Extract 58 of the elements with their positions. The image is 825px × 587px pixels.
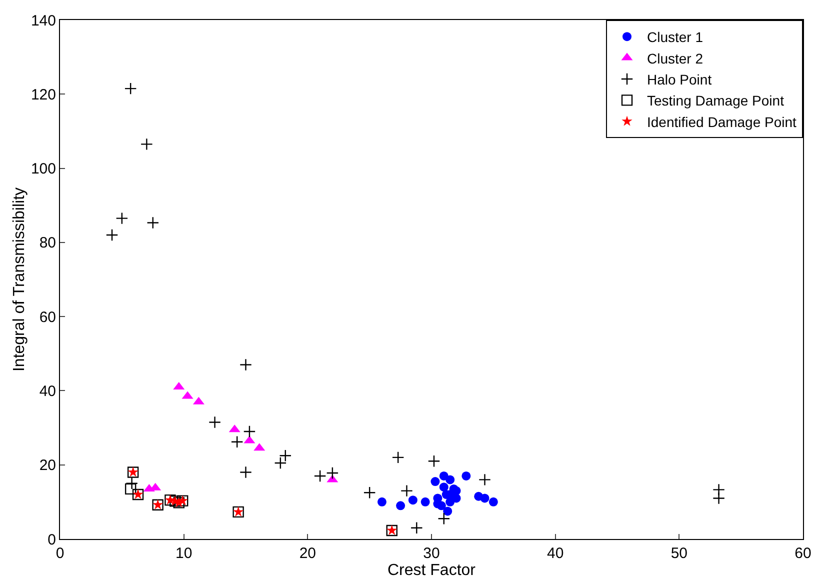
point — [106, 228, 118, 242]
y-tick-label: 100 — [30, 160, 56, 178]
point — [446, 475, 455, 484]
legend-label: Identified Damage Point — [647, 114, 797, 130]
y-axis-title: Integral of Transmissibility — [10, 187, 28, 372]
point — [140, 138, 153, 150]
y-tick-label: 20 — [39, 457, 56, 474]
point — [392, 451, 404, 464]
y-tick-label: 140 — [30, 12, 56, 30]
point — [208, 416, 221, 428]
x-tick-label: 60 — [794, 545, 812, 562]
point — [326, 466, 339, 480]
point — [443, 506, 452, 516]
point — [438, 512, 450, 525]
x-tick-label: 40 — [546, 545, 564, 562]
legend-label: Cluster 1 — [647, 29, 704, 46]
point — [439, 482, 448, 492]
point — [243, 425, 256, 438]
point — [480, 494, 490, 503]
point — [126, 477, 138, 490]
y-tick-label: 80 — [39, 234, 56, 252]
x-tick-label: 10 — [175, 545, 192, 562]
point — [420, 497, 430, 506]
y-tick-label: 0 — [48, 531, 56, 548]
point — [488, 497, 498, 506]
legend-label: Halo Point — [647, 71, 712, 88]
point — [363, 486, 376, 499]
point — [430, 477, 440, 486]
point — [377, 497, 386, 506]
point — [478, 473, 491, 486]
point — [314, 470, 326, 482]
point — [116, 212, 128, 225]
point — [400, 484, 413, 498]
point — [240, 466, 252, 478]
y-tick-label: 120 — [30, 86, 56, 104]
x-tick-label: 30 — [423, 545, 440, 562]
y-tick-label: 40 — [39, 382, 56, 400]
point — [712, 492, 725, 504]
legend-label: Cluster 2 — [647, 50, 704, 66]
point — [452, 494, 461, 503]
x-tick-label: 20 — [299, 545, 316, 562]
point — [146, 216, 160, 229]
point — [124, 483, 136, 495]
x-axis-title: Crest Factor — [387, 562, 476, 579]
point — [396, 501, 406, 510]
point — [428, 454, 440, 468]
point — [124, 82, 137, 95]
point — [436, 501, 446, 510]
x-tick-label: 50 — [670, 545, 688, 562]
point — [408, 496, 418, 505]
y-tick-label: 60 — [39, 308, 56, 326]
point — [410, 522, 423, 534]
point — [230, 436, 244, 448]
point — [274, 456, 287, 470]
point — [240, 358, 252, 371]
legend-label: Testing Damage Point — [647, 92, 784, 109]
point — [279, 449, 292, 462]
point — [462, 471, 471, 480]
